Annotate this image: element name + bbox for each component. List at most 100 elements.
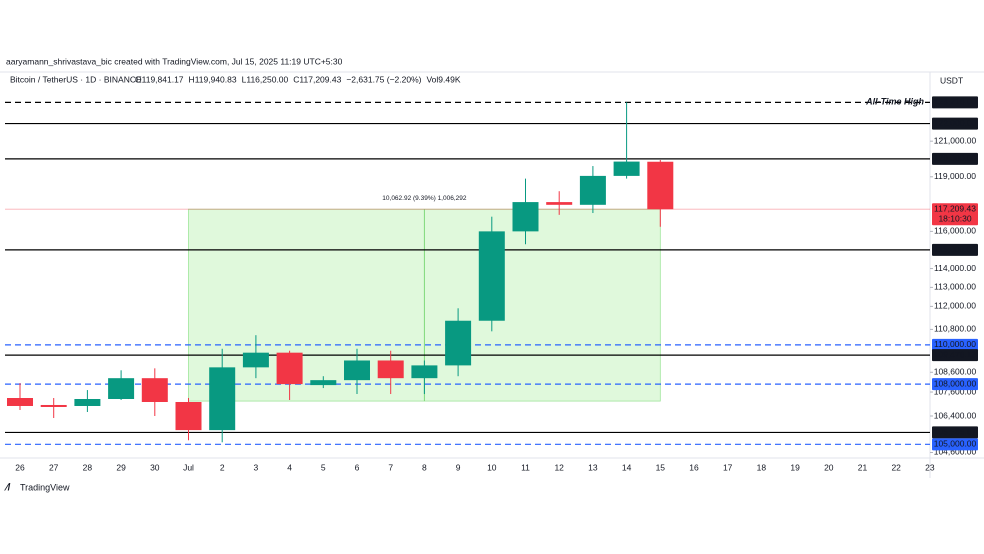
x-tick-label: 27 bbox=[49, 462, 59, 472]
y-tick-label: 119,000.00 bbox=[934, 171, 976, 181]
level-tag bbox=[932, 243, 978, 256]
candle-body bbox=[74, 399, 101, 406]
level-label: 108,000.00 bbox=[934, 378, 977, 388]
x-tick-label: 7 bbox=[388, 462, 393, 472]
y-tick-label: 104,600.00 bbox=[934, 447, 977, 457]
legend-key: H bbox=[189, 74, 195, 84]
y-tick-label: 108,600.00 bbox=[934, 367, 977, 377]
logo-mark: ⁄/ bbox=[4, 483, 11, 494]
level-label: 115,000.00 bbox=[934, 244, 976, 254]
y-tick-label: 110,800.00 bbox=[934, 324, 976, 334]
price-label: 117,209.43 bbox=[934, 203, 976, 213]
x-tick-label: 4 bbox=[287, 462, 292, 472]
candle-body bbox=[512, 202, 539, 232]
legend-value: 119,940.83 bbox=[195, 74, 237, 84]
symbol: Bitcoin / TetherUS · 1D · BINANCE bbox=[10, 74, 142, 84]
candle-body bbox=[108, 378, 135, 400]
y-tick-label: 116,000.00 bbox=[934, 226, 976, 236]
x-tick-label: 13 bbox=[588, 462, 598, 472]
legend-key: L bbox=[242, 74, 247, 84]
logo-text: TradingView bbox=[20, 482, 70, 492]
level-label: 110,000.00 bbox=[934, 339, 976, 349]
legend-value: 9.49K bbox=[438, 74, 461, 84]
level-annotation: All-Time High bbox=[865, 97, 924, 107]
x-tick-label: 12 bbox=[554, 462, 564, 472]
level-tag bbox=[932, 426, 978, 439]
x-tick-label: 11 bbox=[521, 462, 530, 472]
x-tick-label: 15 bbox=[656, 462, 666, 472]
level-label: 122,000.00 bbox=[934, 118, 977, 128]
level-label: 123,218.00 bbox=[934, 97, 977, 107]
candle-body bbox=[647, 161, 674, 210]
level-label: 105,585.67 bbox=[934, 427, 977, 437]
candle-body bbox=[209, 367, 236, 431]
candle-body bbox=[7, 398, 33, 406]
level-tag bbox=[932, 338, 978, 351]
legend-key: O bbox=[135, 74, 142, 84]
level-tag bbox=[932, 349, 978, 362]
price-countdown: 18:10:30 bbox=[938, 213, 971, 223]
candle-body bbox=[344, 360, 370, 381]
x-tick-label: 28 bbox=[83, 462, 93, 472]
legend-value: 119,841.17 bbox=[142, 74, 184, 84]
x-tick-label: Jul bbox=[183, 462, 194, 472]
x-tick-label: 26 bbox=[15, 462, 25, 472]
level-tag bbox=[932, 96, 978, 109]
currency: USDT bbox=[940, 75, 963, 85]
candle-body bbox=[445, 320, 472, 366]
y-tick-label: 107,600.00 bbox=[934, 386, 977, 396]
price-tag bbox=[932, 203, 978, 226]
attribution: aaryamann_shrivastava_bic created with T… bbox=[6, 56, 343, 66]
x-tick-label: 22 bbox=[891, 462, 901, 472]
legend-value: 116,250.00 bbox=[246, 74, 288, 84]
logo: ⁄/ TradingView bbox=[4, 482, 70, 493]
x-tick-label: 6 bbox=[355, 462, 360, 472]
y-tick-label: 113,000.00 bbox=[934, 282, 976, 292]
x-tick-label: 21 bbox=[858, 462, 868, 472]
x-tick-label: 29 bbox=[116, 462, 126, 472]
candle-body bbox=[478, 231, 505, 321]
level-tag bbox=[932, 117, 978, 130]
legend-value: −2,631.75 (−2.20%) bbox=[346, 74, 421, 84]
legend-value: 117,209.43 bbox=[299, 74, 341, 84]
legend-key: Vol bbox=[426, 74, 438, 84]
candle-body bbox=[377, 360, 404, 379]
y-tick-label: 106,400.00 bbox=[934, 410, 977, 420]
x-tick-label: 19 bbox=[790, 462, 800, 472]
level-tag bbox=[932, 438, 978, 451]
level-label: 109,476.13 bbox=[934, 349, 977, 359]
candle-body bbox=[40, 404, 67, 407]
candle-body bbox=[546, 202, 573, 205]
x-tick-label: 20 bbox=[824, 462, 834, 472]
x-tick-label: 17 bbox=[723, 462, 733, 472]
x-tick-label: 10 bbox=[487, 462, 497, 472]
level-label: 120,000.00 bbox=[934, 153, 977, 163]
level-tag bbox=[932, 152, 978, 165]
x-tick-label: 18 bbox=[757, 462, 767, 472]
x-tick-label: 5 bbox=[321, 462, 326, 472]
candle-body bbox=[242, 352, 269, 368]
level-tag bbox=[932, 378, 978, 391]
measure-label: 10,062.92 (9.39%) 1,006,292 bbox=[382, 195, 467, 202]
x-tick-label: 3 bbox=[254, 462, 259, 472]
candle-body bbox=[411, 365, 438, 379]
x-tick-label: 2 bbox=[220, 462, 225, 472]
y-tick-label: 114,000.00 bbox=[934, 263, 976, 273]
x-tick-label: 16 bbox=[689, 462, 699, 472]
x-tick-label: 8 bbox=[422, 462, 427, 472]
candle-body bbox=[276, 352, 303, 385]
y-tick-label: 121,000.00 bbox=[934, 135, 977, 145]
y-tick-label: 112,000.00 bbox=[934, 301, 976, 311]
legend-key: C bbox=[293, 74, 299, 84]
candle-body bbox=[175, 401, 202, 431]
candle-body bbox=[141, 378, 168, 402]
candle-body bbox=[579, 175, 606, 205]
x-tick-label: 14 bbox=[622, 462, 632, 472]
x-tick-label: 9 bbox=[456, 462, 461, 472]
candle-body bbox=[310, 380, 337, 386]
candle-body bbox=[613, 161, 640, 176]
x-tick-label: 30 bbox=[150, 462, 160, 472]
x-tick-label: 23 bbox=[925, 462, 935, 472]
level-label: 105,000.00 bbox=[934, 439, 977, 449]
